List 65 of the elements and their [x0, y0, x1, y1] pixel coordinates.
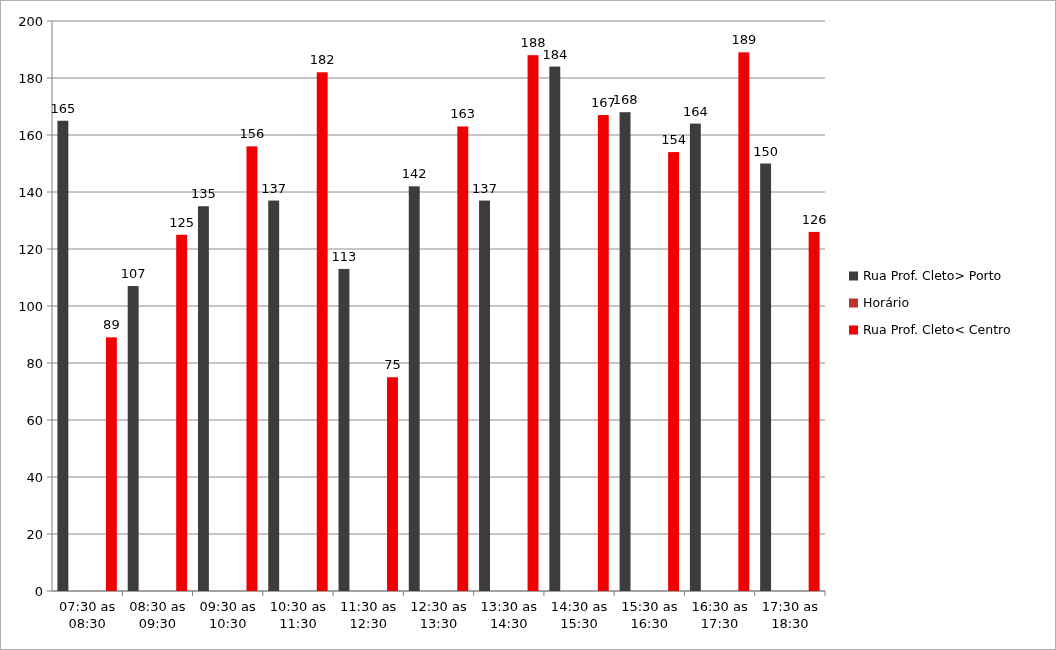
- data-label: 182: [309, 52, 335, 68]
- y-tick-label: 180: [18, 70, 43, 86]
- bar: [387, 377, 398, 591]
- bar: [457, 126, 469, 591]
- data-label: 107: [120, 266, 146, 282]
- bar: [527, 55, 539, 591]
- data-label: 154: [661, 132, 686, 148]
- bar: [479, 200, 490, 591]
- data-label: 135: [191, 186, 216, 202]
- x-tick-label: 11:30 as 12:30: [340, 599, 397, 631]
- x-tick-label: 07:30 as 08:30: [58, 599, 116, 631]
- data-label: 75: [384, 357, 401, 373]
- y-tick-label: 200: [18, 13, 43, 29]
- x-tick-label: 12:30 as 13:30: [410, 599, 467, 631]
- bar: [127, 286, 139, 591]
- bar: [668, 152, 680, 591]
- data-label: 150: [753, 143, 779, 159]
- data-label: 113: [331, 248, 357, 264]
- bar: [619, 112, 631, 591]
- x-tick-label: 10:30 as 11:30: [269, 599, 327, 631]
- bar: [549, 66, 561, 591]
- y-tick-label: 100: [18, 298, 43, 314]
- x-tick-label: 08:30 as 09:30: [129, 599, 186, 631]
- bar: [197, 206, 209, 591]
- x-tick-label: 17:30 as 18:30: [761, 599, 819, 631]
- bar: [689, 123, 701, 591]
- data-label: 165: [50, 100, 76, 116]
- bar: [268, 200, 280, 591]
- bar: [597, 115, 609, 591]
- legend-label: Horário: [863, 295, 910, 311]
- data-label: 163: [450, 106, 476, 122]
- data-label: 164: [682, 103, 708, 119]
- bar: [338, 268, 350, 591]
- y-tick-label: 120: [18, 241, 43, 257]
- x-tick-label: 13:30 as 14:30: [480, 599, 538, 631]
- x-tick-label: 15:30 as 16:30: [621, 599, 678, 631]
- bar: [246, 146, 258, 591]
- bar: [738, 52, 750, 591]
- data-label: 156: [239, 126, 265, 142]
- x-tick-label: 16:30 as 17:30: [691, 599, 748, 631]
- data-label: 142: [401, 166, 427, 182]
- bar: [57, 120, 69, 591]
- bar: [105, 337, 117, 591]
- bar: [760, 163, 772, 591]
- bar: [408, 186, 420, 591]
- y-tick-label: 40: [26, 469, 43, 485]
- y-tick-label: 80: [26, 355, 43, 371]
- legend-label: Rua Prof. Cleto< Centro: [863, 322, 1011, 338]
- data-label: 126: [801, 211, 827, 227]
- data-label: 89: [103, 317, 120, 333]
- data-label: 125: [169, 214, 195, 230]
- y-tick-label: 160: [18, 127, 43, 143]
- data-label: 189: [731, 32, 757, 48]
- y-tick-label: 20: [26, 526, 43, 542]
- bar: [176, 234, 188, 591]
- data-label: 137: [472, 180, 497, 196]
- bar: [808, 231, 820, 591]
- x-tick-label: 09:30 as 10:30: [199, 599, 257, 631]
- x-tick-label: 14:30 as 15:30: [550, 599, 608, 631]
- data-label: 137: [261, 180, 287, 196]
- bar: [316, 72, 328, 591]
- legend-label: Rua Prof. Cleto> Porto: [863, 268, 1002, 284]
- y-tick-label: 140: [18, 184, 43, 200]
- y-tick-label: 0: [34, 583, 43, 599]
- y-tick-label: 60: [26, 412, 43, 428]
